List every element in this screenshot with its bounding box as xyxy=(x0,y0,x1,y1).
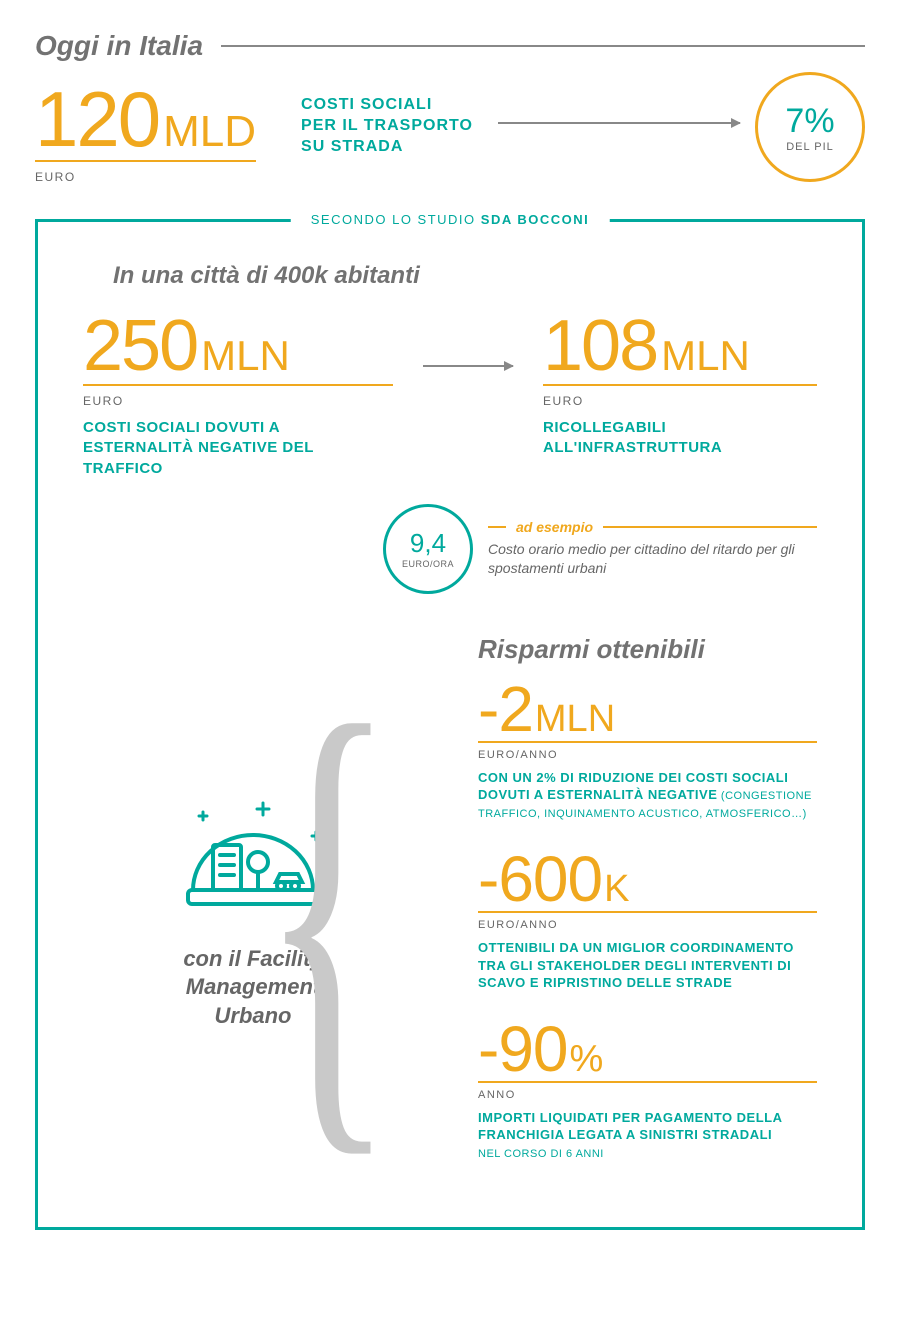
example-text-col: ad esempio Costo orario medio per cittad… xyxy=(488,519,817,578)
saving-value: -2 xyxy=(478,677,533,741)
top-caption: COSTI SOCIALI PER IL TRASPORTO SU STRADA xyxy=(301,95,473,157)
saving-unit: MLN xyxy=(535,700,615,738)
study-left-caption: COSTI SOCIALI DOVUTI A ESTERNALITÀ NEGAT… xyxy=(83,418,343,479)
saving-item: -600 K EURO/ANNO OTTENIBILI DA UN MIGLIO… xyxy=(478,847,817,992)
stat-value: 120 xyxy=(35,80,159,158)
saving-value: -600 xyxy=(478,847,602,911)
stat-currency: EURO xyxy=(83,394,393,408)
stat-unit: MLN xyxy=(201,335,290,377)
example-unit: EURO/ORA xyxy=(402,559,454,569)
caption-line: PER IL TRASPORTO xyxy=(301,116,473,137)
study-two-col: 250 MLN EURO COSTI SOCIALI DOVUTI A ESTE… xyxy=(83,310,817,479)
stat-value: 250 xyxy=(83,310,197,382)
study-right-caption: RICOLLEGABILI ALL'INFRASTRUTTURA xyxy=(543,418,817,459)
example-circle: 9,4 EURO/ORA xyxy=(383,504,473,594)
circle-value: 7% xyxy=(785,102,834,141)
saving-item: -90 % ANNO IMPORTI LIQUIDATI PER PAGAMEN… xyxy=(478,1017,817,1162)
study-label-bold: SDA BOCCONI xyxy=(481,212,589,227)
stat-unit: MLD xyxy=(163,110,256,154)
arrow-icon xyxy=(423,365,513,367)
caption-line: SU STRADA xyxy=(301,137,473,158)
saving-unit: K xyxy=(604,870,629,908)
example-row: 9,4 EURO/ORA ad esempio Costo orario med… xyxy=(383,504,817,594)
stat-currency: EURO xyxy=(35,170,256,184)
top-section: 120 MLD EURO COSTI SOCIALI PER IL TRASPO… xyxy=(35,80,865,184)
study-label-pre: SECONDO LO STUDIO xyxy=(311,212,481,227)
study-source: SECONDO LO STUDIO SDA BOCCONI xyxy=(291,212,610,227)
caption-line: COSTI SOCIALI xyxy=(301,95,473,116)
stat-unit: MLN xyxy=(661,335,750,377)
example-label: ad esempio xyxy=(516,519,593,535)
study-right: 108 MLN EURO RICOLLEGABILI ALL'INFRASTRU… xyxy=(543,310,817,459)
header-row: Oggi in Italia xyxy=(35,30,865,62)
arrow-icon xyxy=(498,122,740,124)
circle-stat-pil: 7% DEL PIL xyxy=(755,72,865,182)
saving-caption: IMPORTI LIQUIDATI PER PAGAMENTO DELLA FR… xyxy=(478,1109,817,1162)
saving-unit: % xyxy=(570,1040,604,1078)
saving-sub: EURO/ANNO xyxy=(478,919,817,931)
facility-mgmt-col: con il Facility Management Urbano { xyxy=(83,634,423,1187)
page-title: Oggi in Italia xyxy=(35,30,203,62)
header-divider xyxy=(221,45,865,47)
study-box: SECONDO LO STUDIO SDA BOCCONI In una cit… xyxy=(35,219,865,1230)
saving-value: -90 xyxy=(478,1017,568,1081)
savings-title: Risparmi ottenibili xyxy=(478,634,817,665)
saving-caption: CON UN 2% DI RIDUZIONE DEI COSTI SOCIALI… xyxy=(478,769,817,822)
saving-sub: EURO/ANNO xyxy=(478,749,817,761)
stat-120mld: 120 MLD EURO xyxy=(35,80,256,184)
circle-label: DEL PIL xyxy=(786,141,834,153)
stat-value: 108 xyxy=(543,310,657,382)
study-subtitle: In una città di 400k abitanti xyxy=(113,262,817,290)
example-text: Costo orario medio per cittadino del rit… xyxy=(488,540,817,578)
saving-sub: ANNO xyxy=(478,1089,817,1101)
example-value: 9,4 xyxy=(410,528,446,559)
saving-caption: OTTENIBILI DA UN MIGLIOR COORDINAMENTO T… xyxy=(478,939,817,992)
study-left: 250 MLN EURO COSTI SOCIALI DOVUTI A ESTE… xyxy=(83,310,393,479)
savings-section: con il Facility Management Urbano { Risp… xyxy=(83,634,817,1187)
stat-currency: EURO xyxy=(543,394,817,408)
saving-item: -2 MLN EURO/ANNO CON UN 2% DI RIDUZIONE … xyxy=(478,677,817,822)
savings-list: Risparmi ottenibili -2 MLN EURO/ANNO CON… xyxy=(423,634,817,1187)
